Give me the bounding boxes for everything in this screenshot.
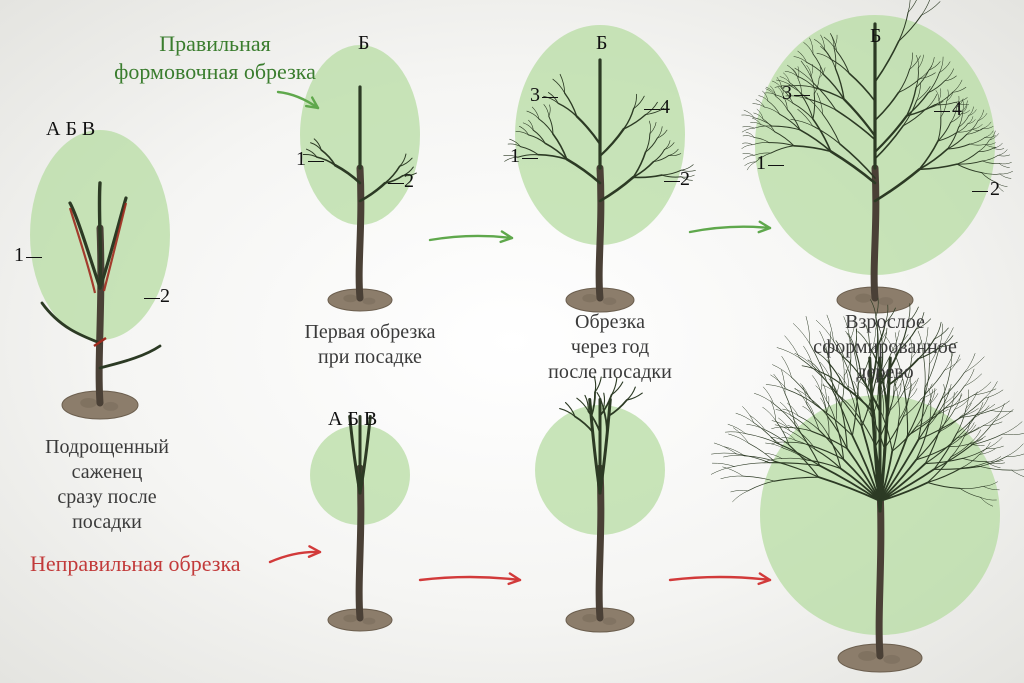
point-label: 2 (160, 285, 170, 308)
point-label: А Б В (46, 118, 95, 141)
label-tick (644, 108, 660, 110)
arrow (658, 568, 782, 592)
heading-incorrect: Неправильная обрезка (30, 550, 290, 578)
point-label: 1 (14, 244, 24, 267)
point-label: 2 (404, 170, 414, 193)
label-tick (972, 190, 988, 192)
point-label: 4 (952, 98, 962, 121)
point-label: 1 (510, 145, 520, 168)
label-tick (308, 160, 324, 162)
diagram-canvas: Правильная формовочная обрезка Неправильн… (0, 0, 1024, 683)
point-label: 3 (530, 84, 540, 107)
point-label: А Б В (328, 408, 377, 431)
label-tick (664, 180, 680, 182)
arrow (266, 80, 330, 120)
point-label: Б (870, 25, 881, 48)
label-tick (388, 182, 404, 184)
arrow (418, 226, 524, 252)
label-tick (522, 157, 538, 159)
point-label: 4 (660, 96, 670, 119)
point-label: Б (358, 32, 369, 55)
label-tick (794, 94, 810, 96)
heading-correct: Правильная формовочная обрезка (100, 30, 330, 85)
caption-mature: Взрослое сформированное дерево (770, 310, 1000, 385)
arrow (678, 216, 782, 244)
caption-sapling: Подрощенный саженец сразу после посадки (22, 435, 192, 535)
caption-year: Обрезка через год после посадки (510, 310, 710, 385)
label-tick (26, 256, 42, 258)
point-label: Б (596, 32, 607, 55)
label-tick (768, 164, 784, 166)
label-tick (934, 110, 950, 112)
arrow (408, 568, 532, 592)
point-label: 2 (680, 168, 690, 191)
point-label: 2 (990, 178, 1000, 201)
point-label: 3 (782, 82, 792, 105)
caption-first: Первая обрезка при посадке (270, 320, 470, 370)
point-label: 1 (756, 152, 766, 175)
label-tick (144, 297, 160, 299)
label-tick (542, 96, 558, 98)
point-label: 1 (296, 148, 306, 171)
